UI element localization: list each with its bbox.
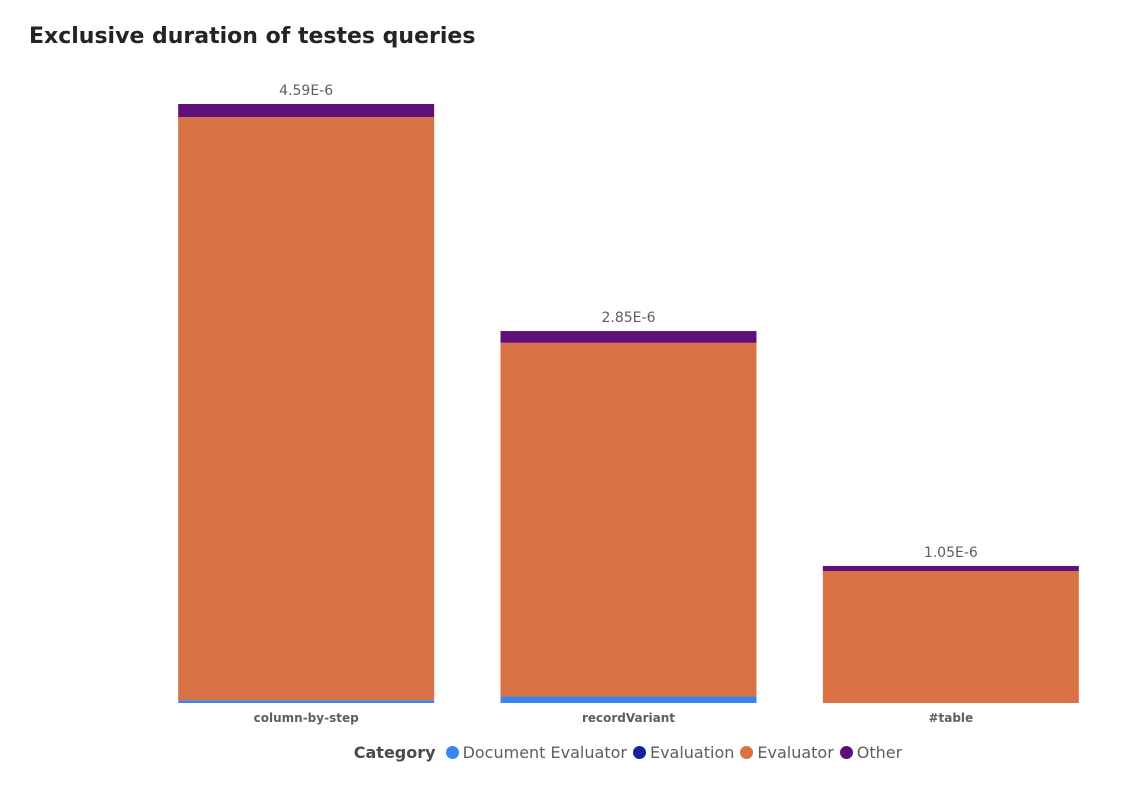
bar-segment-3-0[interactable]	[178, 104, 435, 118]
legend-label-2: Evaluator	[757, 743, 834, 762]
x-tick-label-2: #table	[928, 711, 973, 725]
legend-item-1[interactable]: Evaluation	[632, 743, 735, 762]
x-tick-label-0: column-by-step	[254, 711, 359, 725]
total-label-1: 2.85E-6	[602, 310, 656, 326]
chart-title: Exclusive duration of testes queries	[29, 24, 476, 49]
bar-segment-0-0[interactable]	[178, 700, 435, 703]
legend-swatch-3	[839, 746, 853, 759]
legend-swatch-0	[445, 746, 459, 759]
bar-segment-3-2[interactable]	[822, 565, 1079, 572]
total-label-0: 4.59E-6	[279, 83, 333, 99]
bar-segment-3-1[interactable]	[500, 331, 757, 343]
bar-segment-2-1[interactable]	[500, 342, 757, 697]
legend-item-2[interactable]: Evaluator	[740, 743, 834, 762]
legend-title: Category	[353, 743, 436, 762]
total-label-2: 1.05E-6	[924, 545, 978, 561]
legend-item-3[interactable]: Other	[839, 743, 903, 762]
chart-legend: Category Document Evaluator Evaluation Eva…	[0, 743, 1138, 762]
chart-plot-area: 4.59E-6 column-by-step 2.85E-6 recordVarian…	[178, 83, 1079, 725]
bar-segment-2-0[interactable]	[178, 117, 435, 701]
legend-swatch-2	[740, 746, 754, 759]
x-tick-label-1: recordVariant	[582, 711, 675, 725]
bar-segment-2-2[interactable]	[822, 571, 1079, 703]
legend-swatch-1	[632, 746, 646, 759]
legend-label-0: Document Evaluator	[462, 743, 627, 762]
legend-label-3: Other	[856, 743, 903, 762]
legend-label-1: Evaluation	[649, 743, 735, 762]
bar-segment-0-1[interactable]	[500, 696, 757, 703]
legend-item-0[interactable]: Document Evaluator	[445, 743, 627, 762]
